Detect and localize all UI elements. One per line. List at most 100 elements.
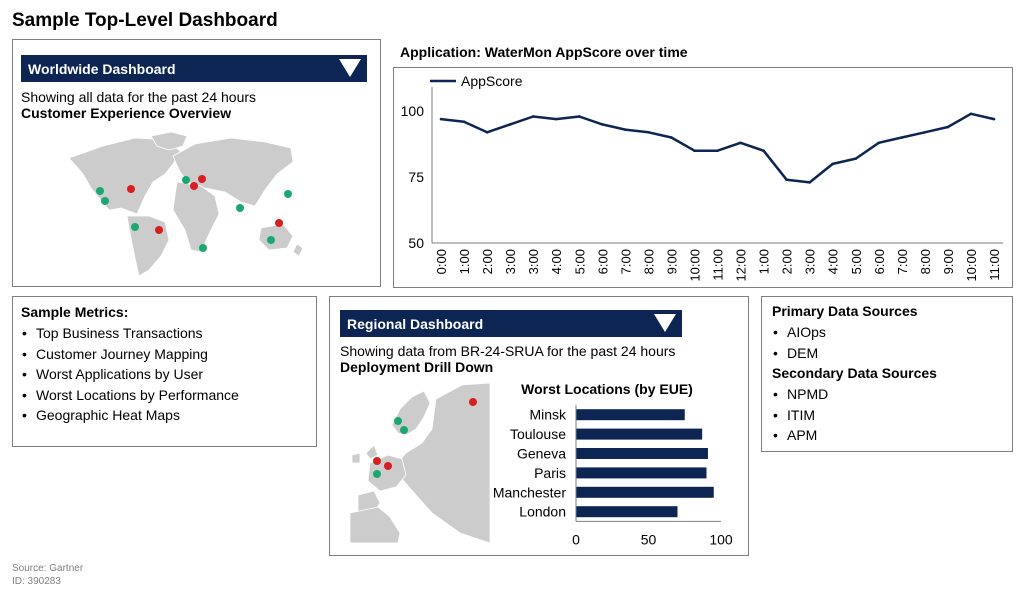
x-tick-label: 6:00 [872,249,887,274]
data-point [739,141,742,145]
list-item: APM [773,425,828,446]
category-label: Minsk [529,407,567,423]
data-point [900,136,904,139]
bar [576,486,714,498]
regional-subtitle: Showing data from BR-24-SRUA for the pas… [340,343,676,359]
list-item: Worst Locations by Performance [22,385,239,406]
sample-metrics-list: Top Business Transactions Customer Journ… [22,323,239,426]
x-tick-label: 9:00 [941,249,956,274]
x-tick-label: 2:00 [780,249,795,274]
list-item: NPMD [773,384,828,405]
x-tick-label: 1:00 [457,249,472,274]
bar [576,409,685,421]
legend-label: AppScore [461,73,523,89]
regional-section-title: Deployment Drill Down [340,359,494,375]
data-point [992,117,996,121]
x-tick-label: 0 [572,531,580,547]
data-point [693,149,696,153]
page-title: Sample Top-Level Dashboard [12,10,278,31]
x-tick-label: 3:00 [803,249,818,274]
appscore-chart-title: Application: WaterMon AppScore over time [400,44,688,60]
x-tick-label: 1:00 [757,249,772,274]
x-tick-label: 11:00 [987,249,1002,281]
category-label: Geneva [517,446,566,462]
list-item: DEM [773,343,826,364]
bar [576,448,708,459]
data-point [923,130,927,134]
data-point [969,112,973,116]
appscore-series-line [440,112,995,184]
data-point [831,162,835,166]
bar-chart-title: Worst Locations (by EUE) [521,381,693,397]
x-tick-label: 8:00 [641,249,656,274]
x-tick-label: 8:00 [918,249,933,274]
x-tick-label: 7:00 [618,249,633,274]
data-point [716,149,719,153]
data-point [531,115,535,118]
document-id: ID: 390283 [12,576,61,587]
y-tick-label: 50 [408,235,424,251]
list-item: ITIM [773,405,828,426]
worldwide-section-title: Customer Experience Overview [21,105,232,121]
bar [576,467,707,479]
list-item: Customer Journey Mapping [22,344,239,365]
x-tick-label: 0:00 [434,249,449,274]
y-tick-label: 75 [408,169,424,185]
x-tick-label: 10:00 [964,249,979,282]
appscore-chart-panel [393,67,1013,288]
secondary-sources-title: Secondary Data Sources [772,365,937,381]
x-tick-label: 4:00 [826,249,841,274]
data-point [946,125,950,129]
category-label: Paris [534,465,566,481]
regional-dashboard-dropdown[interactable]: Regional Dashboard [340,310,682,337]
worldwide-subtitle: Showing all data for the past 24 hours [21,89,257,105]
bar [576,506,678,518]
primary-sources-title: Primary Data Sources [772,303,918,319]
data-point [670,136,673,139]
data-point [439,117,443,121]
x-tick-label: 5:00 [849,249,864,274]
x-tick-label: 100 [709,531,733,547]
list-item: AIOps [773,322,826,343]
list-item: Worst Applications by User [22,364,239,385]
x-tick-label: 11:00 [711,249,726,281]
data-point [508,123,512,126]
x-tick-label: 9:00 [664,249,679,274]
worldwide-status-markers [96,175,292,252]
europe-map [349,383,490,544]
worldwide-dashboard-dropdown[interactable]: Worldwide Dashboard [21,55,367,82]
y-tick-label: 100 [401,103,425,119]
bar [576,428,703,440]
data-point [485,130,489,134]
data-point [808,181,811,184]
world-map [68,131,304,277]
data-point [462,120,466,124]
secondary-sources-list: NPMD ITIM APM [773,384,828,446]
appscore-line-chart: 50 75 100 0:00 1:00 2:00 3:00 3:00 4:00 5:00 6:00 7… [401,73,1003,282]
data-point [600,123,604,126]
x-tick-label: 2:00 [480,249,495,274]
data-point [624,128,627,131]
category-label: Manchester [493,484,566,500]
sample-metrics-title: Sample Metrics: [21,304,129,320]
list-item: Geographic Heat Maps [22,405,239,426]
worldwide-dashboard-label: Worldwide Dashboard [28,60,176,77]
data-point [647,130,650,134]
x-tick-label: 6:00 [595,249,610,274]
source-note: Source: Gartner [12,563,84,574]
regional-dashboard-label: Regional Dashboard [347,315,484,332]
triangle-down-icon[interactable] [654,314,676,332]
x-tick-label: 7:00 [895,249,910,274]
data-point [785,178,788,182]
x-tick-label: 50 [641,531,657,547]
data-point [762,149,765,153]
x-tick-label: 3:00 [503,249,518,274]
x-tick-label: 3:00 [526,249,541,274]
data-point [577,115,581,118]
primary-sources-list: AIOps DEM [773,322,826,363]
x-tick-label: 10:00 [687,249,702,282]
category-label: London [519,504,566,520]
data-point [877,141,881,145]
triangle-down-icon[interactable] [339,59,361,77]
x-tick-label: 4:00 [549,249,564,274]
